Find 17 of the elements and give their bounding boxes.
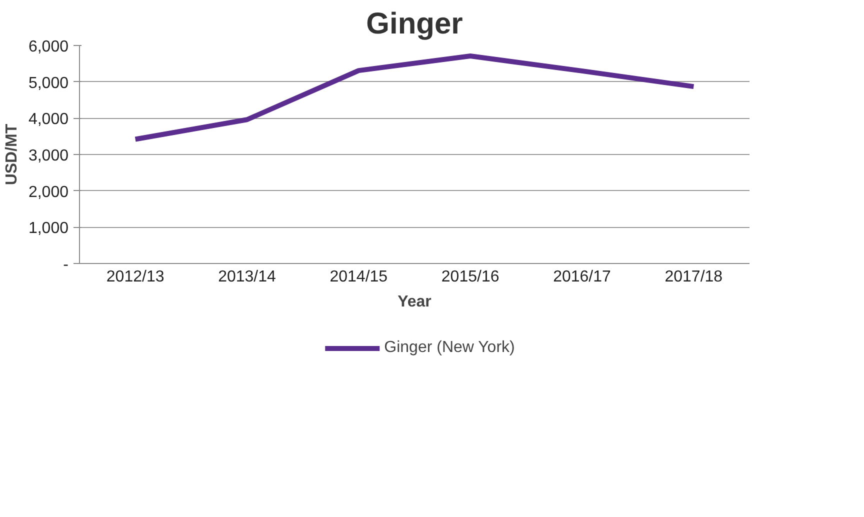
y-tick-label: 3,000 xyxy=(28,148,69,164)
legend-label: Ginger (New York) xyxy=(384,339,515,357)
y-tick-label: 5,000 xyxy=(28,74,69,92)
y-tick-label: 1,000 xyxy=(28,220,69,238)
x-tick-label: 2013/14 xyxy=(218,268,276,286)
x-tick-label: 2016/17 xyxy=(553,268,612,286)
x-tick-label: 2017/18 xyxy=(664,268,723,286)
y-axis-title: USD/MT xyxy=(3,124,20,186)
y-tick-label: 2,000 xyxy=(28,184,69,201)
y-tick-label: - xyxy=(63,256,68,274)
x-tick-label: 2012/13 xyxy=(106,268,164,286)
chart-title: Ginger xyxy=(366,8,464,40)
x-axis-title: Year xyxy=(398,294,432,310)
x-tick-label: 2015/16 xyxy=(441,268,500,286)
x-tick-label: 2014/15 xyxy=(330,268,388,286)
y-tick-label: 6,000 xyxy=(28,38,69,56)
y-tick-label: 4,000 xyxy=(28,111,69,128)
